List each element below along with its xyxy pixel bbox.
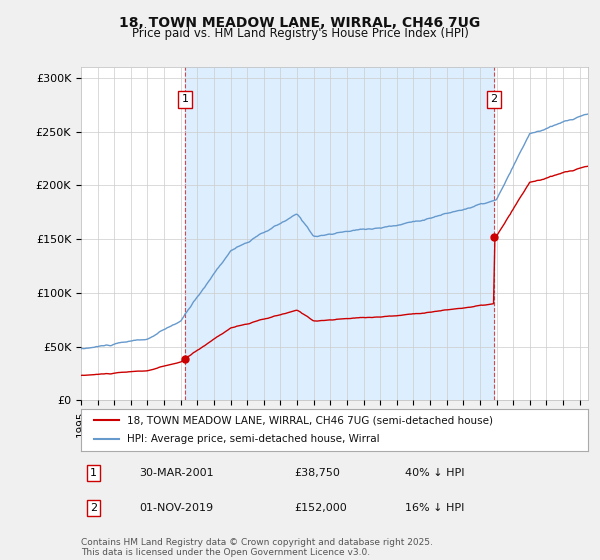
Text: £38,750: £38,750 bbox=[294, 468, 340, 478]
Text: 2: 2 bbox=[90, 503, 97, 513]
Text: HPI: Average price, semi-detached house, Wirral: HPI: Average price, semi-detached house,… bbox=[127, 435, 379, 445]
Text: 18, TOWN MEADOW LANE, WIRRAL, CH46 7UG (semi-detached house): 18, TOWN MEADOW LANE, WIRRAL, CH46 7UG (… bbox=[127, 415, 493, 425]
Text: 2: 2 bbox=[490, 95, 497, 105]
Text: 16% ↓ HPI: 16% ↓ HPI bbox=[406, 503, 465, 513]
Text: £152,000: £152,000 bbox=[294, 503, 347, 513]
Text: 1: 1 bbox=[90, 468, 97, 478]
Text: 30-MAR-2001: 30-MAR-2001 bbox=[139, 468, 214, 478]
Bar bbox=[185, 67, 494, 400]
Text: Price paid vs. HM Land Registry's House Price Index (HPI): Price paid vs. HM Land Registry's House … bbox=[131, 27, 469, 40]
Text: 40% ↓ HPI: 40% ↓ HPI bbox=[406, 468, 465, 478]
Text: Contains HM Land Registry data © Crown copyright and database right 2025.
This d: Contains HM Land Registry data © Crown c… bbox=[81, 538, 433, 557]
Text: 1: 1 bbox=[181, 95, 188, 105]
Text: 01-NOV-2019: 01-NOV-2019 bbox=[139, 503, 214, 513]
Text: 18, TOWN MEADOW LANE, WIRRAL, CH46 7UG: 18, TOWN MEADOW LANE, WIRRAL, CH46 7UG bbox=[119, 16, 481, 30]
